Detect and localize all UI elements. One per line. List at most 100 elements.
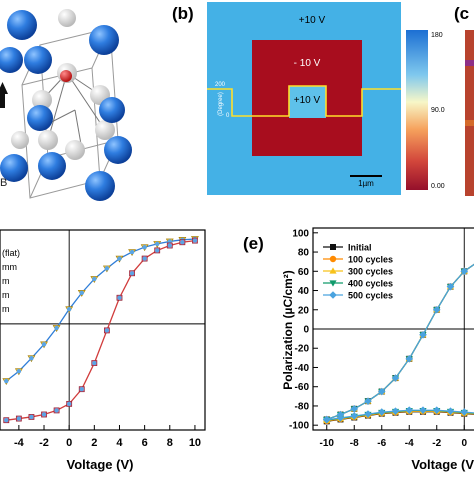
panel-e-xlabel: Voltage (V <box>411 457 474 472</box>
panel-d-marker-overlay <box>79 386 84 392</box>
profile-tick-top: 200 <box>215 82 226 88</box>
panel-e-marker <box>460 267 469 276</box>
panel-e-ytick-label: -20 <box>295 344 310 355</box>
legend-fragment: mm <box>2 262 17 272</box>
panel-d-marker-overlay <box>142 256 147 261</box>
panel-e-marker <box>446 282 455 291</box>
profile-axis-label: (Degree) <box>218 92 224 116</box>
panel-e-marker <box>322 416 331 424</box>
panel-d-xtick-label: 10 <box>189 437 201 449</box>
panel-e-ytick-label: 0 <box>303 325 309 336</box>
corner-atom <box>0 154 28 182</box>
panel-d-marker-overlay <box>29 414 34 420</box>
panel-d-marker-overlay <box>104 266 110 271</box>
colorbar <box>406 30 428 190</box>
panel-e-ylabel: Polarization (µC/cm²) <box>281 270 295 390</box>
panel-d-marker-overlay <box>79 290 84 296</box>
oxygen-atom <box>95 120 115 140</box>
panel-a-crystal: B <box>0 9 132 201</box>
oxygen-atom <box>38 130 58 150</box>
legend-fragment: m <box>2 290 10 300</box>
profile-tick-bottom: 0 <box>226 113 230 119</box>
panel-d-xlabel: Voltage (V) <box>67 457 134 472</box>
panel-d-marker-overlay <box>167 243 172 248</box>
panel-e-xticks: -10-8-6-4-202 <box>320 425 467 449</box>
panel-e-ytick-label: 60 <box>298 267 310 278</box>
panel-d-marker-overlay <box>41 342 47 347</box>
panel-d-marker-overlay <box>16 369 22 374</box>
panel-e-ytick-label: 80 <box>298 248 310 259</box>
corner-atom <box>104 136 132 164</box>
panel-e-label: (e) <box>243 234 264 253</box>
panel-e-marker <box>419 406 427 414</box>
panel-e-ytick-label: -80 <box>295 401 310 412</box>
panel-e-marker <box>364 397 372 405</box>
panel-c-image-stripe <box>465 60 474 66</box>
panel-b-pfm-image: (b) +10 V - 10 V +10 V (Degree) 200 0 1µ… <box>172 2 445 195</box>
panel-e-marker <box>377 387 386 396</box>
panel-d-marker-overlay <box>155 241 160 247</box>
corner-atom <box>89 25 119 55</box>
panel-e-ytick-label: 20 <box>298 305 310 316</box>
panel-d-marker-overlay <box>29 355 34 361</box>
panel-e-marker <box>364 410 372 418</box>
panel-e-marker <box>350 405 359 413</box>
panel-e-series <box>322 263 474 425</box>
panel-e-marker <box>432 305 441 314</box>
panel-e-legend-label: 300 cycles <box>348 267 393 277</box>
panel-d-xtick-label: 6 <box>142 437 148 449</box>
panel-e-legend-label: 100 cycles <box>348 255 393 265</box>
colorbar-tick-max: 180 <box>431 32 443 39</box>
panel-e-marker <box>391 407 400 415</box>
panel-e-marker <box>405 406 414 414</box>
panel-d-marker-overlay <box>129 249 135 255</box>
panel-e-xtick-label: -8 <box>350 438 359 449</box>
panel-d-marker-overlay <box>4 418 9 423</box>
panel-d-series-line <box>5 238 195 382</box>
panel-d-marker-overlay <box>167 239 172 244</box>
legend-fragment: (flat) <box>2 248 20 258</box>
panel-e-marker <box>329 280 337 287</box>
panel-d-xtick-label: -2 <box>39 437 49 449</box>
panel-e-legend: Initial 100 cycles 300 cycles 400 cycles 500… <box>323 243 393 301</box>
panel-e-marker <box>329 291 337 299</box>
scale-bar-label: 1µm <box>358 179 374 188</box>
panel-e-xtick-label: -10 <box>320 438 335 449</box>
panel-e-ytick-label: 40 <box>298 286 310 297</box>
panel-e-marker <box>391 374 400 382</box>
legend-fragment: m <box>2 304 10 314</box>
panel-e-ytick-label: -40 <box>295 363 310 374</box>
panel-d-xtick-label: 8 <box>167 437 173 449</box>
panel-e-marker <box>419 330 427 339</box>
panel-d-marker-overlay <box>41 412 47 417</box>
panel-d-marker-overlay <box>104 328 110 333</box>
polarization-arrow-head <box>0 82 8 94</box>
panel-d-marker-overlay <box>192 238 198 243</box>
panel-d-xtick-label: 2 <box>91 437 97 449</box>
corner-atom <box>99 97 125 123</box>
panel-d-series-line <box>6 239 196 421</box>
oxygen-atom <box>58 9 76 27</box>
panel-e-marker <box>405 355 414 363</box>
panel-e-ytick-label: 100 <box>292 228 309 239</box>
panel-d-marker-overlay <box>54 325 59 331</box>
corner-atom <box>27 105 53 131</box>
phase-profile-line <box>207 85 401 117</box>
panel-c-image-stripe <box>465 120 474 126</box>
panel-d-marker-overlay <box>54 408 59 413</box>
corner-atom <box>38 152 66 180</box>
panel-d-marker-overlay <box>92 360 97 366</box>
panel-e-yticks: -100 -80 -60 -40 -20 0 20 40 60 80 100 <box>289 228 318 432</box>
pfm-inner-domain <box>289 86 326 118</box>
panel-e-legend-label: 500 cycles <box>348 291 393 301</box>
colorbar-tick-mid: 90.0 <box>431 107 445 114</box>
panel-e-xtick-label: -6 <box>377 438 386 449</box>
panel-c-cropped: (c <box>454 4 474 196</box>
inner-voltage-label: +10 V <box>294 95 321 106</box>
panel-b-label: (b) <box>172 4 194 23</box>
corner-atom <box>0 47 23 73</box>
panel-e-ytick-label: -100 <box>289 421 309 432</box>
panel-e-legend-label: 400 cycles <box>348 279 393 289</box>
panel-e-xtick-label: -2 <box>432 438 441 449</box>
oxygen-atom <box>32 90 52 110</box>
